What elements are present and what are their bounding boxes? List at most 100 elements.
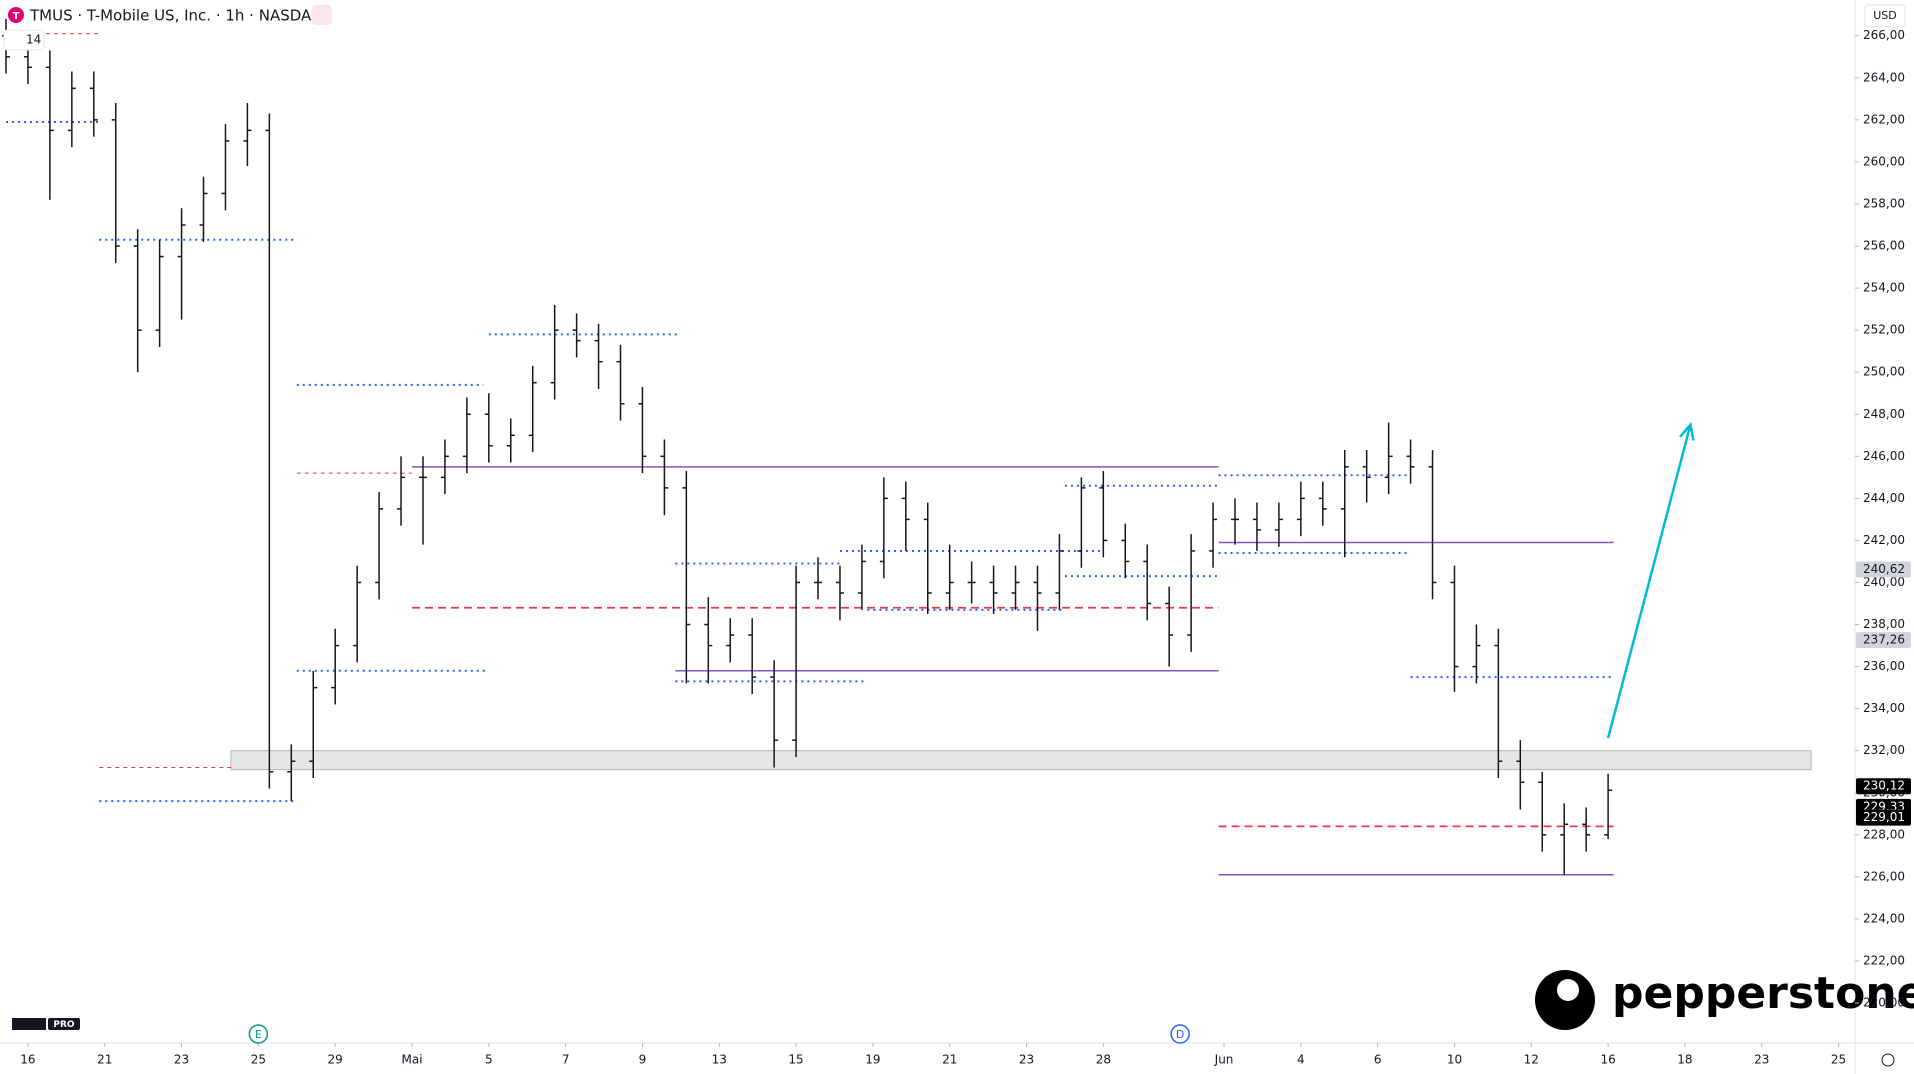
y-tick-label: 262,00 xyxy=(1863,112,1905,126)
x-tick-label: 23 xyxy=(1754,1053,1769,1067)
ohlc-bar xyxy=(682,471,691,684)
ohlc-bar xyxy=(726,618,735,663)
plot-area xyxy=(2,18,1812,876)
y-tick-label: 232,00 xyxy=(1863,743,1905,757)
y-tick-label: 252,00 xyxy=(1863,323,1905,337)
price-label: 237,26 xyxy=(1863,633,1905,647)
ohlc-bar xyxy=(309,670,318,779)
currency: USD xyxy=(1873,9,1897,22)
ohlc-bar xyxy=(111,103,120,263)
ohlc-bar xyxy=(989,565,998,615)
ohlc-bar xyxy=(221,124,230,211)
ohlc-bar xyxy=(1604,773,1613,840)
symbol-logo[interactable] xyxy=(8,7,24,23)
ohlc-bar xyxy=(1406,439,1415,484)
ohlc-bar xyxy=(923,502,932,615)
x-tick-label: 29 xyxy=(328,1053,343,1067)
ohlc-bar xyxy=(1165,586,1174,667)
x-tick-label: 21 xyxy=(97,1053,112,1067)
ohlc-bar xyxy=(1143,544,1152,621)
watermark-logo-hole xyxy=(1557,979,1579,1001)
symbol-title[interactable]: TMUS · T-Mobile US, Inc. · 1h · NASDAQ xyxy=(29,7,323,25)
event-label: E xyxy=(255,1028,262,1041)
ohlc-bar xyxy=(857,544,866,610)
ohlc-bar xyxy=(418,456,427,545)
x-tick-label: Mai xyxy=(401,1053,422,1067)
indicator-legend[interactable] xyxy=(3,29,45,51)
price-label: 229,01 xyxy=(1863,810,1905,824)
ohlc-bar xyxy=(353,565,362,663)
x-tick-label: 15 xyxy=(788,1053,803,1067)
event-label: D xyxy=(1176,1028,1184,1041)
ohlc-bar xyxy=(1187,534,1196,652)
x-tick-label: 25 xyxy=(1831,1053,1846,1067)
y-tick-label: 226,00 xyxy=(1863,869,1905,883)
ohlc-bar xyxy=(331,628,340,705)
y-tick-label: 250,00 xyxy=(1863,365,1905,379)
indicator-toggle[interactable] xyxy=(312,5,332,25)
event-marker[interactable] xyxy=(1170,1024,1190,1044)
ohlc-bar xyxy=(287,744,296,802)
y-tick-label: 256,00 xyxy=(1863,239,1905,253)
price-label: 240,62 xyxy=(1863,562,1905,576)
ohlc-bar xyxy=(1450,565,1459,692)
ohlc-bar xyxy=(1209,502,1218,568)
symbol-logo-glyph: T xyxy=(13,11,20,22)
ohlc-bar xyxy=(1274,502,1283,547)
ohlc-bar xyxy=(1121,523,1130,579)
x-tick-label: 16 xyxy=(1600,1053,1615,1067)
ohlc-bar xyxy=(572,313,581,358)
y-tick-label: 234,00 xyxy=(1863,701,1905,715)
y-tick-label: 254,00 xyxy=(1863,281,1905,295)
x-tick-label: 12 xyxy=(1524,1053,1539,1067)
ohlc-bar xyxy=(1384,422,1393,495)
y-tick-label: 224,00 xyxy=(1863,911,1905,925)
ohlc-bar xyxy=(133,229,142,373)
watermark-text: pepperstone xyxy=(1612,968,1914,1019)
ohlc-bar xyxy=(835,565,844,621)
ohlc-bar xyxy=(1560,803,1569,875)
x-tick-label: 23 xyxy=(1019,1053,1034,1067)
ohlc-bar xyxy=(1011,565,1020,610)
ohlc-bar xyxy=(594,323,603,390)
ohlc-bar xyxy=(1055,534,1064,610)
currency-box[interactable] xyxy=(1864,4,1906,28)
ohlc-bar xyxy=(397,456,406,526)
ohlc-bar xyxy=(265,113,274,789)
ohlc-bar xyxy=(1231,498,1240,545)
ohlc-bar xyxy=(616,344,625,421)
x-tick-label: 18 xyxy=(1677,1053,1692,1067)
ohlc-bar xyxy=(67,71,76,148)
watermark: pepperstone xyxy=(1535,968,1914,1030)
x-tick-label: 25 xyxy=(251,1053,266,1067)
settings-button[interactable] xyxy=(1881,1053,1895,1067)
x-tick-label: 4 xyxy=(1297,1053,1305,1067)
y-tick-label: 258,00 xyxy=(1863,196,1905,210)
x-tick-label: 23 xyxy=(174,1053,189,1067)
ohlc-bar xyxy=(638,386,647,474)
x-tick-label: 13 xyxy=(712,1053,727,1067)
y-tick-label: 238,00 xyxy=(1863,617,1905,631)
ohlc-bar xyxy=(484,393,493,463)
ohlc-bar xyxy=(440,439,449,495)
price-label-box xyxy=(1856,809,1911,826)
tv-badge xyxy=(48,1018,80,1030)
y-tick-label: 264,00 xyxy=(1863,70,1905,84)
price-label: 230,12 xyxy=(1863,779,1905,793)
ohlc-bar xyxy=(1538,771,1547,852)
ohlc-bar xyxy=(945,544,954,610)
price-label-box xyxy=(1856,561,1911,578)
y-tick-label: 220,00 xyxy=(1863,996,1905,1010)
ohlc-bar xyxy=(45,50,54,200)
y-tick-label: 244,00 xyxy=(1863,491,1905,505)
event-marker[interactable] xyxy=(248,1024,269,1044)
price-zone xyxy=(230,750,1812,771)
ohlc-bar xyxy=(967,561,976,604)
ohlc-bar xyxy=(528,365,537,453)
ohlc-bar xyxy=(550,304,559,400)
ohlc-bar xyxy=(792,565,801,758)
ohlc-bar xyxy=(1340,450,1349,558)
ohlc-bar xyxy=(506,418,515,463)
